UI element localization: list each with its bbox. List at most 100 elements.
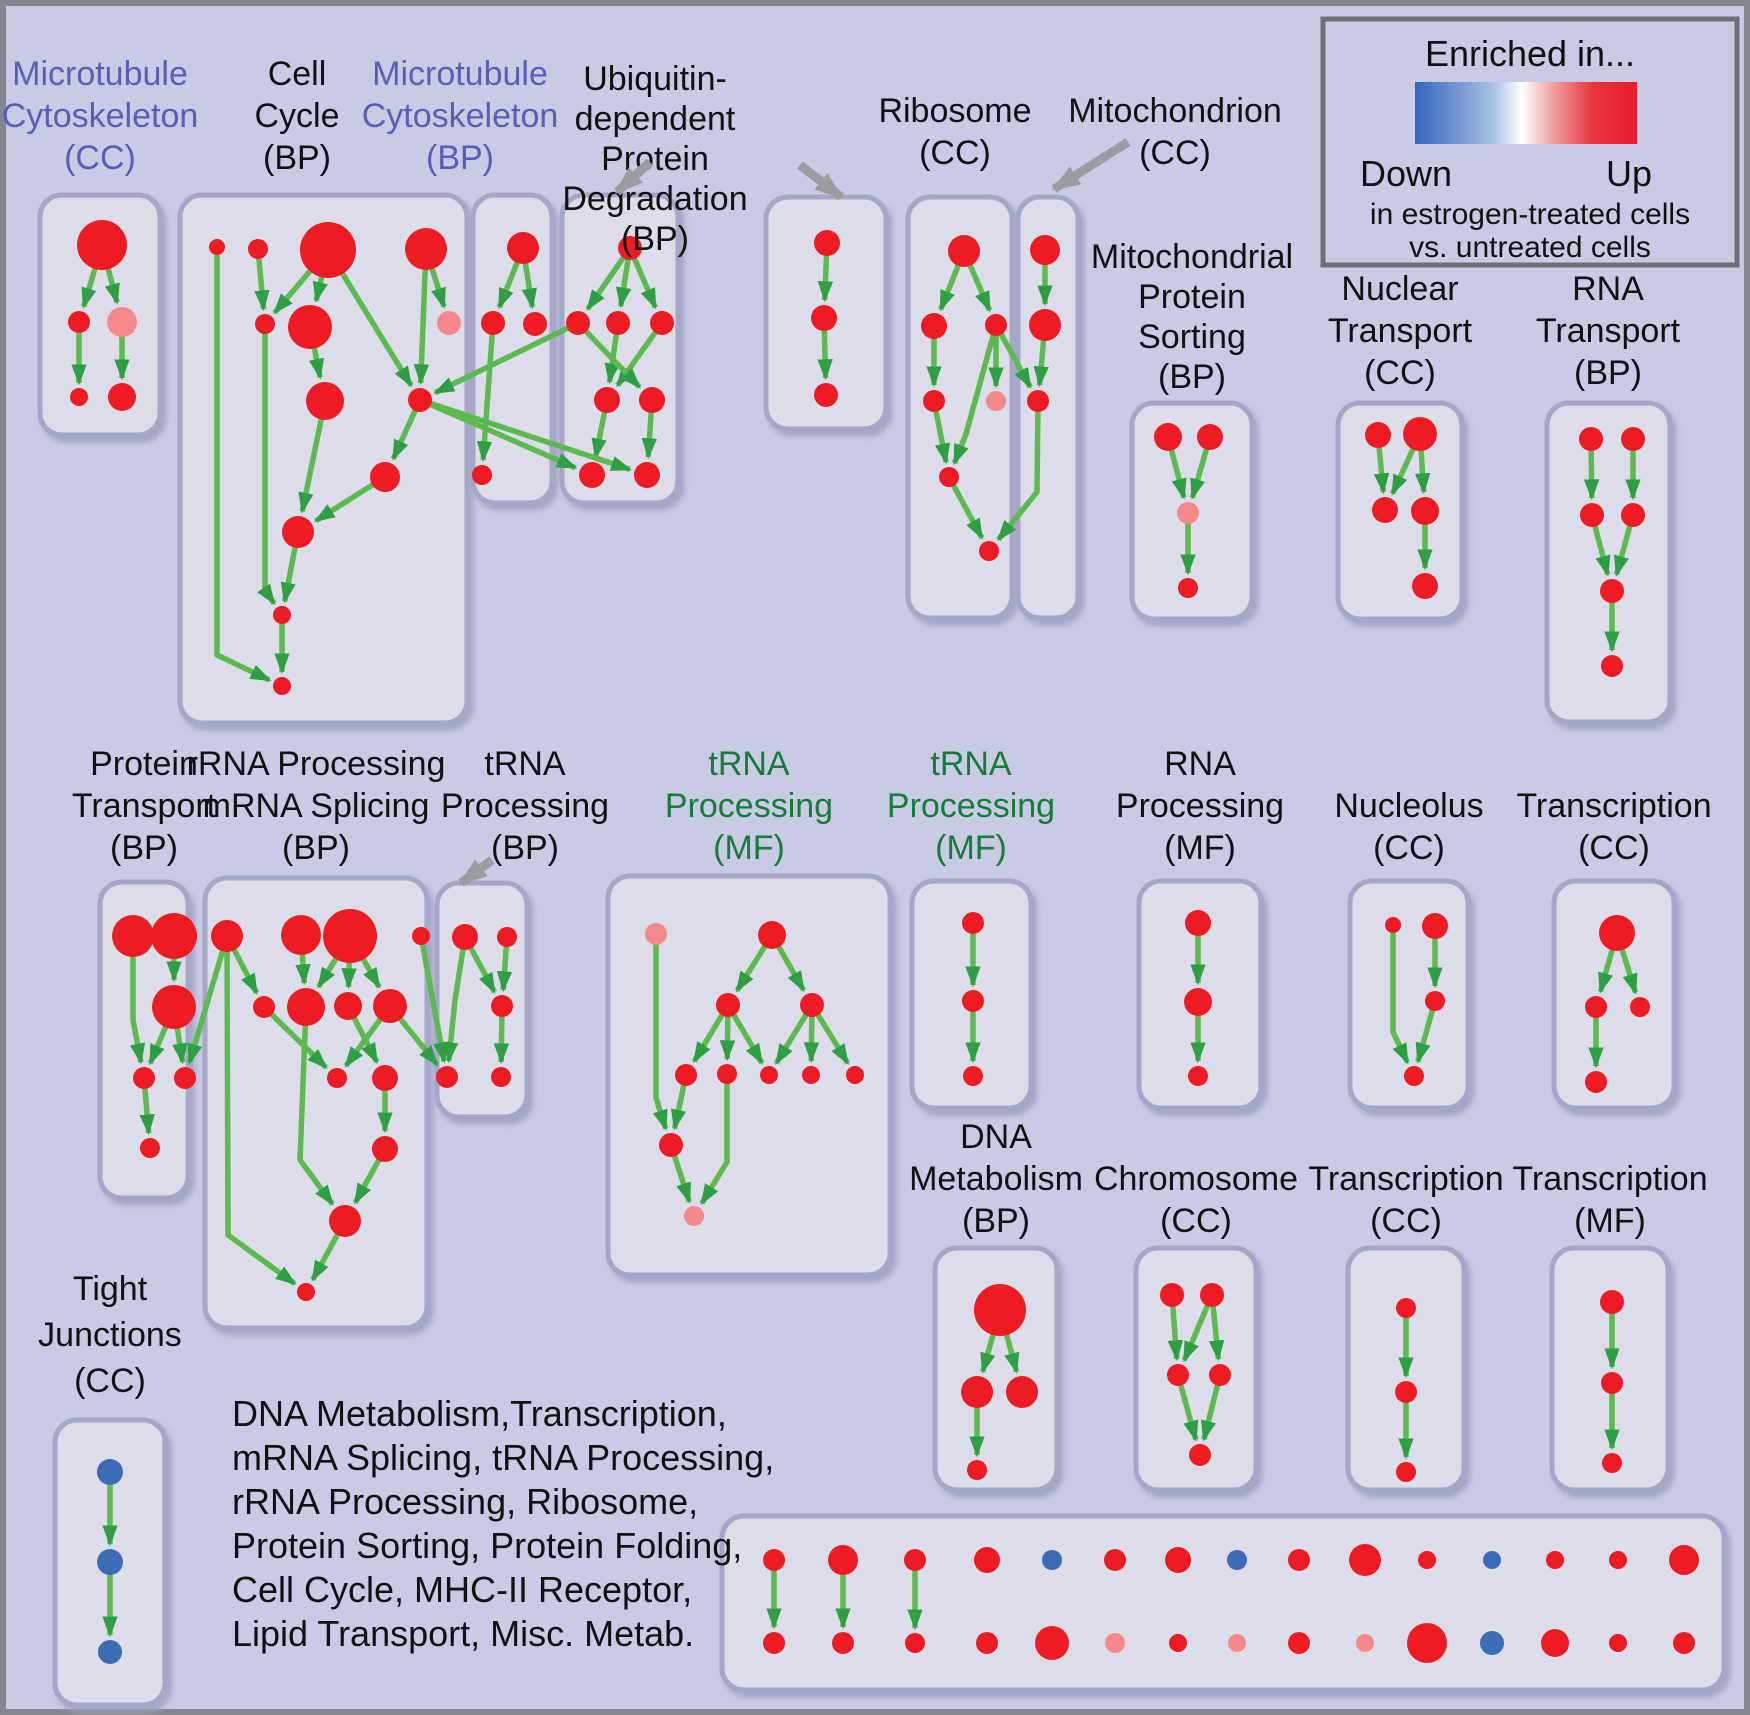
- node-misc-groups-20: [1105, 1633, 1125, 1653]
- node-misc-groups-1: [828, 1545, 858, 1575]
- node-nucleolus-cc-0: [1385, 917, 1401, 933]
- node-ribosome-cc-6: [979, 541, 999, 561]
- cluster-label-protein-transport: (BP): [110, 829, 178, 867]
- node-transcription-cc-1-1: [1585, 996, 1607, 1018]
- node-nucleolus-cc-2: [1425, 991, 1445, 1011]
- note-line: Lipid Transport, Misc. Metab.: [232, 1613, 694, 1654]
- node-tight-junctions-2: [98, 1640, 122, 1664]
- edge-chromosome-cc: [1200, 1374, 1223, 1442]
- node-mitochondrion-cc-2: [1027, 390, 1049, 412]
- node-ubiquitin-degradation-5: [639, 387, 665, 413]
- edge-protein-transport: [129, 936, 146, 1065]
- node-microtubule-bp-1: [481, 311, 505, 335]
- node-misc-groups-6: [1165, 1547, 1191, 1573]
- node-trna-processing-mf-1-5: [717, 1064, 737, 1084]
- cluster-label-transcription-cc-2: (CC): [1370, 1202, 1442, 1240]
- node-nucleolus-cc-1: [1422, 913, 1448, 939]
- edge-ribosome-cc: [946, 475, 985, 540]
- node-trna-processing-bp-4: [491, 1067, 511, 1087]
- node-chromosome-cc-1: [1200, 1283, 1224, 1307]
- node-ribosome-cc-5: [939, 467, 959, 487]
- cluster-box-chromosome-cc: [1133, 1245, 1259, 1493]
- node-rrna-mrna-5: [287, 988, 325, 1026]
- cluster-label-rna-transport: RNA: [1572, 270, 1644, 308]
- node-transcription-mf-1: [1601, 1372, 1623, 1394]
- node-trna-processing-mf-1-6: [760, 1066, 778, 1084]
- node-nucleolus-cc-3: [1404, 1066, 1424, 1086]
- cross-edge-5: [186, 935, 230, 1065]
- node-dna-metabolism-1: [961, 1376, 993, 1408]
- cluster-label-nuclear-transport: Transport: [1328, 312, 1473, 350]
- cluster-label-trna-processing-mf-1: Processing: [665, 787, 833, 825]
- cluster-label-rrna-mrna: (BP): [282, 829, 350, 867]
- legend-title: Enriched in...: [1425, 33, 1635, 74]
- node-mito-protein-sorting-1: [1197, 424, 1223, 450]
- node-protein-transport-1: [151, 913, 197, 959]
- node-trna-processing-mf-1-0: [645, 923, 667, 945]
- node-ribosome-cc-4: [986, 391, 1006, 411]
- legend-subtitle-1: in estrogen-treated cells: [1370, 198, 1690, 231]
- cluster-label-rna-processing-mf: RNA: [1164, 745, 1236, 783]
- node-microtubule-cc-1: [68, 311, 90, 333]
- node-misc-groups-17: [905, 1633, 925, 1653]
- node-rrna-mrna-12: [297, 1283, 315, 1301]
- node-chromosome-cc-2: [1167, 1364, 1189, 1386]
- edge-cell-cycle: [214, 247, 272, 683]
- node-rrna-mrna-4: [253, 996, 275, 1018]
- cluster-label-tight-junctions: (CC): [74, 1362, 146, 1400]
- node-rna-processing-mf-0: [1185, 910, 1211, 936]
- node-mitochondrion-cc-0: [1030, 235, 1060, 265]
- cross-edge-2: [419, 397, 632, 473]
- node-trna-processing-mf-1-9: [659, 1133, 683, 1157]
- cluster-label-cell-cycle: Cycle: [254, 97, 339, 135]
- cluster-box-microtubule-cc: [37, 192, 163, 438]
- legend: Enriched in... Down Up in estrogen-treated …: [1320, 16, 1740, 268]
- node-trna-processing-mf-2-2: [963, 1066, 983, 1086]
- node-dna-metabolism-3: [967, 1460, 987, 1480]
- cluster-label-tight-junctions: Tight: [73, 1270, 148, 1308]
- legend-subtitle-2: vs. untreated cells: [1409, 231, 1651, 264]
- cluster-label-transcription-cc-1: (CC): [1578, 829, 1650, 867]
- cluster-label-mito-protein-sorting: Sorting: [1138, 318, 1246, 356]
- cluster-label-transcription-cc-2: Transcription: [1308, 1160, 1503, 1198]
- node-microtubule-bp-2: [523, 312, 547, 336]
- node-misc-groups-26: [1480, 1631, 1504, 1655]
- cross-edge-4: [996, 400, 1041, 542]
- node-ubiquitin-degradation-6: [579, 462, 605, 488]
- node-transcription-cc-1-0: [1599, 915, 1635, 951]
- cluster-label-microtubule-cc: Cytoskeleton: [2, 97, 199, 135]
- cluster-box-misc-groups: [719, 1513, 1727, 1693]
- cross-edge-7: [418, 935, 449, 1064]
- node-chromosome-cc-0: [1160, 1283, 1184, 1307]
- node-transcription-cc-2-0: [1396, 1298, 1416, 1318]
- edge-ubiquitin-degradation: [576, 321, 642, 389]
- cluster-label-rna-processing-mf: Processing: [1116, 787, 1284, 825]
- cluster-label-ribosome-cc: Ribosome: [878, 92, 1031, 130]
- node-misc-groups-9: [1349, 1544, 1381, 1576]
- edge-cell-cycle: [257, 324, 277, 606]
- cluster-label-trna-processing-bp: (BP): [491, 829, 559, 867]
- node-rna-transport-3: [1621, 503, 1645, 527]
- cluster-box-nuclear-transport: [1335, 400, 1465, 622]
- edge-rrna-mrna: [262, 1005, 329, 1070]
- legend-gradient-bar: [1415, 82, 1637, 144]
- node-rrna-mrna-0: [211, 920, 243, 952]
- node-mito-protein-sorting-0: [1154, 423, 1182, 451]
- label-pointer-arrow-icon-2: [1051, 138, 1131, 193]
- node-protein-transport-5: [140, 1138, 160, 1158]
- cluster-label-ubiquitin-degradation: (BP): [621, 220, 689, 258]
- node-ubiquitin-degradation-7: [634, 462, 660, 488]
- node-misc-groups-22: [1228, 1634, 1246, 1652]
- cluster-label-mito-protein-sorting: Mitochondrial: [1091, 238, 1293, 276]
- cluster-label-rrna-mrna: rRNA Processing: [187, 745, 446, 783]
- cluster-label-microtubule-bp: (BP): [426, 139, 494, 177]
- cluster-box-cell-cycle: [177, 192, 470, 726]
- node-rrna-mrna-3: [412, 927, 430, 945]
- cluster-label-dna-metabolism: (BP): [962, 1202, 1030, 1240]
- node-transcription-cc-1-3: [1585, 1071, 1607, 1093]
- edge-microtubule-bp: [476, 322, 496, 463]
- node-protein-transport-0: [112, 915, 154, 957]
- cluster-label-dna-metabolism: DNA: [960, 1118, 1032, 1156]
- node-rrna-mrna-1: [281, 915, 321, 955]
